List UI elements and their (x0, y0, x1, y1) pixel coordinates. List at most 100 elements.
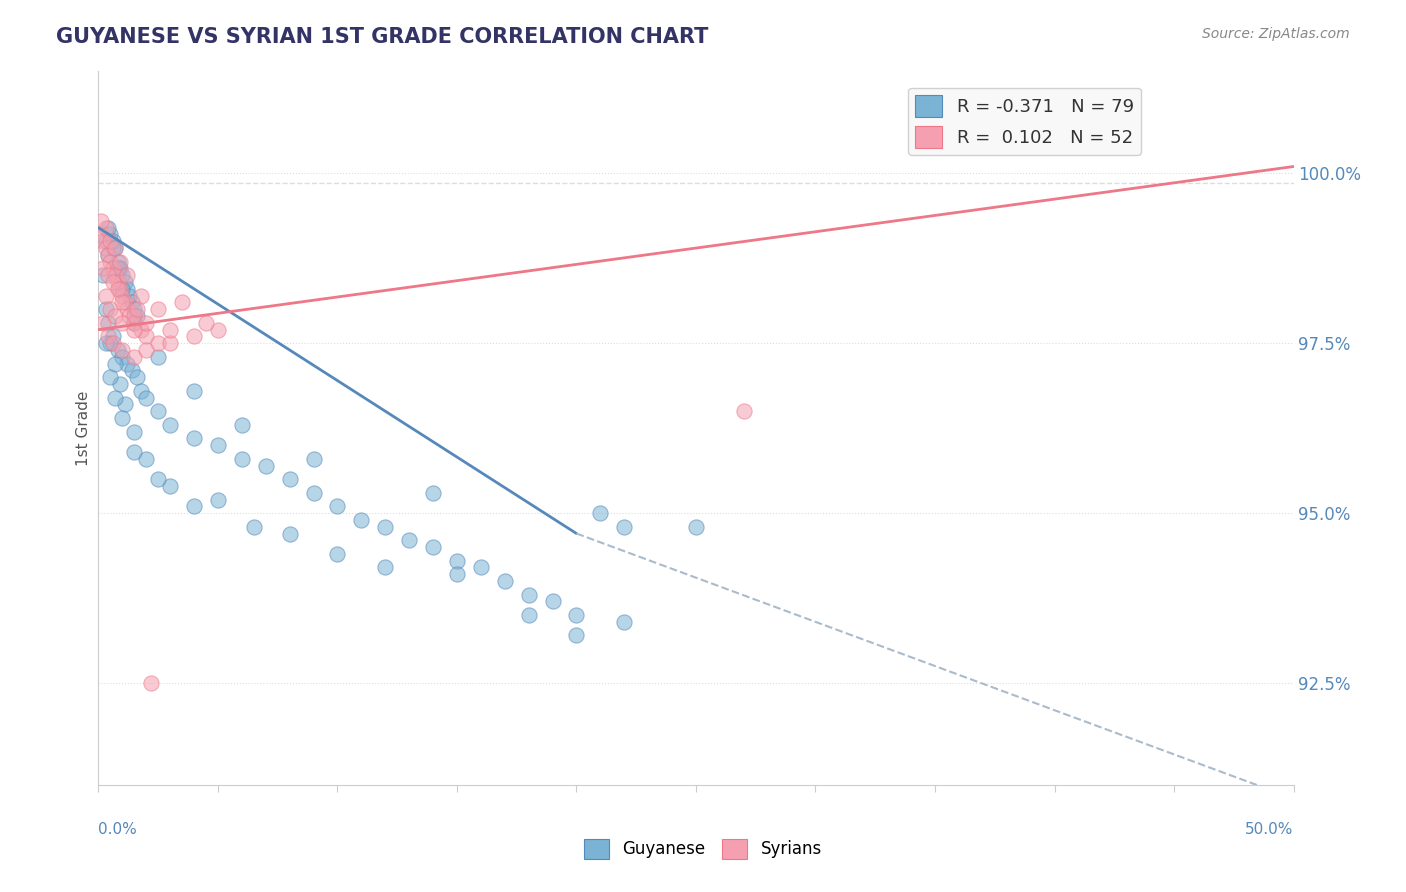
Point (91, 261, 114, 276)
Point (125, 370, 148, 384)
Point (98, 336, 122, 351)
Point (135, 329, 157, 343)
Point (494, 574, 516, 588)
Point (115, 268, 138, 283)
Point (231, 417, 253, 432)
Point (565, 608, 588, 623)
Point (94, 336, 117, 351)
Point (541, 594, 564, 608)
Point (470, 560, 492, 574)
Point (101, 241, 124, 255)
Point (124, 350, 146, 364)
Point (733, 404, 755, 418)
Point (107, 254, 129, 268)
Point (114, 397, 136, 411)
Point (97, 220, 120, 235)
Point (98, 234, 122, 248)
Point (350, 513, 373, 527)
Point (124, 316, 146, 330)
Point (90, 214, 112, 228)
Point (108, 376, 131, 391)
Point (94, 241, 117, 255)
Point (101, 329, 124, 343)
Point (139, 676, 162, 690)
Point (111, 268, 134, 283)
Point (685, 519, 707, 533)
Point (108, 282, 131, 296)
Point (115, 302, 138, 317)
Point (97, 268, 120, 283)
Point (98, 302, 122, 317)
Point (517, 588, 540, 602)
Point (148, 302, 170, 317)
Point (207, 438, 229, 452)
Point (278, 472, 301, 486)
Point (124, 309, 146, 323)
Point (91, 268, 114, 283)
Point (124, 323, 146, 337)
Point (104, 391, 127, 405)
Point (374, 519, 396, 533)
Point (97, 248, 120, 262)
Text: 50.0%: 50.0% (1246, 822, 1294, 838)
Text: GUYANESE VS SYRIAN 1ST GRADE CORRELATION CHART: GUYANESE VS SYRIAN 1ST GRADE CORRELATION… (56, 27, 709, 46)
Point (104, 268, 127, 283)
Point (124, 425, 146, 439)
Point (124, 316, 146, 330)
Point (135, 391, 157, 405)
Point (302, 485, 325, 500)
Point (111, 411, 134, 425)
Point (159, 323, 181, 337)
Point (97, 316, 120, 330)
Point (104, 241, 127, 255)
Point (91, 316, 114, 330)
Point (118, 288, 141, 302)
Point (111, 282, 134, 296)
Point (422, 540, 444, 554)
Point (121, 295, 143, 310)
Y-axis label: 1st Grade: 1st Grade (76, 391, 91, 466)
Point (94, 302, 117, 317)
Point (125, 309, 148, 323)
Point (121, 363, 143, 377)
Point (125, 302, 148, 317)
Point (207, 492, 229, 507)
Point (115, 357, 138, 371)
Point (114, 275, 136, 289)
Point (90, 227, 112, 242)
Point (131, 288, 153, 302)
Legend: Guyanese, Syrians: Guyanese, Syrians (578, 832, 828, 866)
Point (111, 316, 134, 330)
Point (148, 350, 170, 364)
Point (115, 282, 138, 296)
Point (254, 458, 277, 473)
Point (446, 567, 468, 582)
Point (565, 628, 588, 642)
Point (101, 275, 124, 289)
Point (148, 336, 170, 351)
Point (107, 261, 129, 276)
Point (94, 220, 117, 235)
Point (183, 384, 205, 398)
Point (278, 526, 301, 541)
Point (613, 615, 636, 629)
Point (111, 350, 134, 364)
Point (107, 282, 129, 296)
Point (159, 336, 181, 351)
Point (91, 234, 114, 248)
Point (108, 254, 131, 268)
Point (101, 261, 124, 276)
Point (231, 451, 253, 466)
Point (159, 417, 181, 432)
Point (148, 472, 170, 486)
Point (135, 316, 157, 330)
Point (183, 500, 205, 514)
Point (97, 248, 120, 262)
Point (183, 329, 205, 343)
Point (589, 506, 612, 520)
Point (124, 302, 146, 317)
Point (613, 519, 636, 533)
Point (98, 370, 122, 384)
Point (207, 323, 229, 337)
Point (104, 241, 127, 255)
